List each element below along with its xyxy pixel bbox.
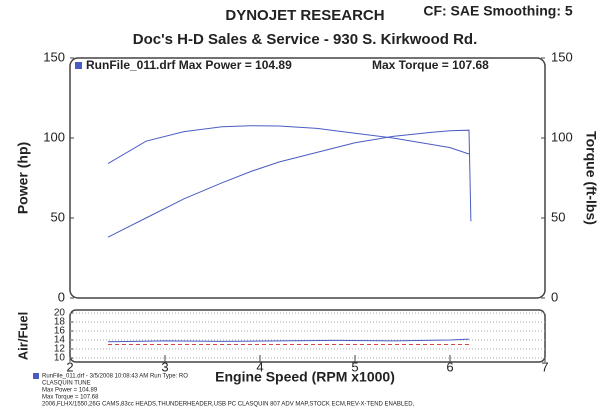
chart-title: DYNOJET RESEARCH: [225, 7, 384, 24]
y-tick-label: 16: [54, 326, 66, 337]
legend-text: RunFile_011.drf Max Power = 104.89: [86, 58, 292, 72]
y-tick-label: 18: [54, 317, 66, 328]
footer-line: Max Power = 104.89: [42, 388, 98, 394]
y2-tick-label: 50: [551, 209, 565, 224]
y-tick-label: 20: [54, 308, 66, 319]
x-tick-label: 2: [66, 359, 73, 374]
y-tick-label: 10: [54, 353, 66, 364]
x-tick-label: 5: [351, 359, 358, 374]
y-tick-label: 12: [54, 344, 66, 355]
torque-text: Max Torque = 107.68: [372, 58, 489, 72]
footer-swatch: [33, 373, 39, 379]
x-tick-label: 6: [446, 359, 453, 374]
y-tick-label: 100: [43, 129, 65, 144]
settings: CF: SAE Smoothing: 5: [423, 3, 573, 19]
x-tick-label: 4: [256, 359, 263, 374]
x-tick-label: 7: [541, 359, 548, 374]
footer-line: RunFile_011.drf - 3/5/2008 10:08:43 AM R…: [42, 374, 188, 380]
x-tick-label: 3: [161, 359, 168, 374]
y2-tick-label: 150: [551, 49, 573, 64]
y-tick-label: 14: [54, 335, 66, 346]
y-tick-label: 0: [58, 289, 65, 304]
x-label: Engine Speed (RPM x1000): [215, 369, 395, 385]
series-line: [107, 129, 472, 238]
series-line: [107, 338, 470, 343]
footer-line: CLASQUIN TUNE: [42, 381, 91, 387]
y2-tick-label: 0: [551, 289, 558, 304]
plot-frame: [69, 57, 546, 299]
footer-line: Max Torque = 107.68: [42, 395, 99, 401]
y-tick-label: 150: [43, 49, 65, 64]
legend-swatch: [75, 62, 82, 69]
y2-label: Torque (ft-lbs): [583, 131, 599, 225]
y2-tick-label: 100: [551, 129, 573, 144]
af-label: Air/Fuel: [15, 312, 30, 360]
af-frame: [69, 309, 546, 363]
footer-line: 2006,FLHX/1550,26G CAMS,83cc HEADS,THUND…: [42, 402, 415, 408]
y-label: Power (hp): [15, 142, 31, 214]
y-tick-label: 50: [51, 209, 65, 224]
series-line: [107, 125, 470, 165]
subtitle: Doc's H-D Sales & Service - 930 S. Kirkw…: [133, 31, 478, 48]
